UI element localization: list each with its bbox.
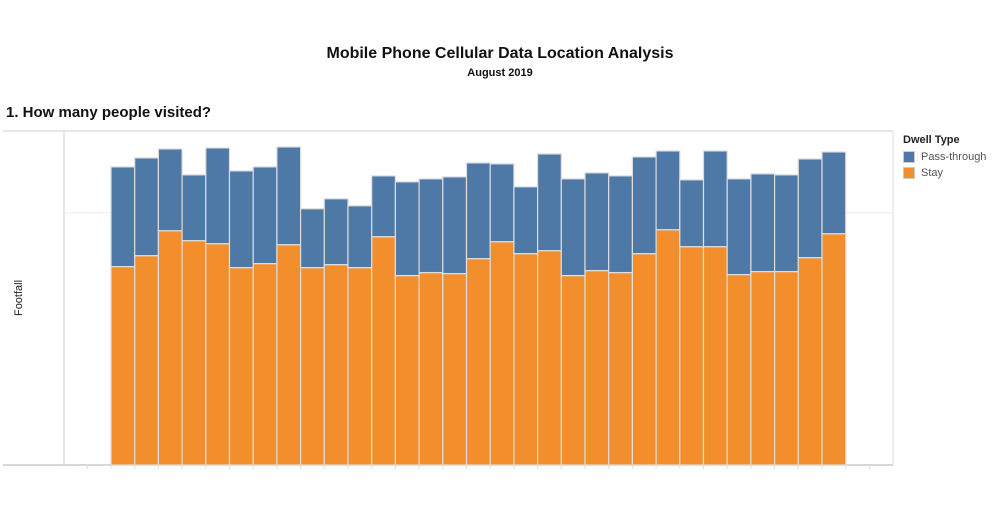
bar-pass-through-day-10 xyxy=(323,198,349,266)
bar-stay-day-3 xyxy=(157,230,183,466)
bar-stay-day-15 xyxy=(442,272,468,466)
bar-pass-through-day-24 xyxy=(655,150,681,231)
bar-stay-day-4 xyxy=(181,240,207,466)
bar-stay-day-14 xyxy=(418,271,444,466)
bar-pass-through-day-28 xyxy=(750,173,776,273)
bar-stay-day-18 xyxy=(513,253,539,466)
bar-stay-day-10 xyxy=(323,264,349,466)
bar-pass-through-day-5 xyxy=(205,147,231,245)
bar-stay-day-17 xyxy=(489,241,515,466)
chart-subtitle: August 2019 xyxy=(467,67,533,79)
chart-title: Mobile Phone Cellular Data Location Anal… xyxy=(326,45,674,62)
bar-stay-day-29 xyxy=(773,270,799,466)
bar-pass-through-day-3 xyxy=(157,148,183,232)
bar-stay-day-9 xyxy=(300,266,325,466)
bar-stay-day-21 xyxy=(584,269,610,466)
legend-label: Stay xyxy=(921,167,944,179)
bar-stay-day-5 xyxy=(205,243,231,466)
bar-pass-through-day-23 xyxy=(631,156,657,255)
bar-stay-day-7 xyxy=(252,263,278,466)
bar-stay-day-13 xyxy=(394,274,420,466)
bar-pass-through-day-4 xyxy=(181,174,207,242)
bar-stay-day-12 xyxy=(371,236,397,466)
legend: Dwell Type Pass-through Stay xyxy=(903,134,986,181)
bar-stay-day-16 xyxy=(465,258,491,466)
bar-pass-through-day-9 xyxy=(300,208,325,269)
bar-stay-day-31 xyxy=(821,233,847,466)
bar-pass-through-day-2 xyxy=(134,157,159,257)
bar-pass-through-day-17 xyxy=(489,163,515,243)
bar-stay-day-19 xyxy=(536,250,562,466)
bar-stay-day-23 xyxy=(631,253,657,466)
bar-stay-day-27 xyxy=(726,273,752,466)
bar-pass-through-day-16 xyxy=(465,162,491,260)
bar-pass-through-day-25 xyxy=(679,179,705,248)
bar-stay-day-25 xyxy=(679,246,705,466)
legend-item-stay[interactable]: Stay xyxy=(903,165,986,181)
bar-pass-through-day-14 xyxy=(418,178,444,274)
legend-label: Pass-through xyxy=(921,151,987,163)
bar-pass-through-day-19 xyxy=(536,153,562,252)
bar-pass-through-day-22 xyxy=(608,175,634,274)
bar-pass-through-day-8 xyxy=(276,146,302,246)
bar-pass-through-day-13 xyxy=(394,181,420,277)
bar-stay-day-28 xyxy=(750,270,776,466)
bar-pass-through-day-7 xyxy=(252,166,278,265)
bar-pass-through-day-18 xyxy=(513,186,539,255)
bar-pass-through-day-31 xyxy=(821,151,847,235)
bar-pass-through-day-21 xyxy=(584,172,610,272)
bar-pass-through-day-30 xyxy=(797,158,823,259)
bar-stay-day-1 xyxy=(110,265,136,466)
bar-pass-through-day-12 xyxy=(371,175,397,238)
bar-stay-day-20 xyxy=(560,274,586,466)
bar-stay-day-11 xyxy=(347,266,373,466)
bar-stay-day-6 xyxy=(228,266,254,466)
bar-pass-through-day-20 xyxy=(560,178,586,277)
bar-stay-day-30 xyxy=(797,257,823,466)
bar-pass-through-day-29 xyxy=(773,174,799,273)
legend-item-pass-through[interactable]: Pass-through xyxy=(903,149,986,165)
legend-title: Dwell Type xyxy=(903,134,960,146)
bar-pass-through-day-1 xyxy=(110,166,136,268)
y-axis-label: Footfall xyxy=(13,280,25,316)
bar-pass-through-day-15 xyxy=(442,176,468,275)
bar-pass-through-day-11 xyxy=(347,205,373,269)
bar-stay-day-22 xyxy=(608,271,634,466)
bar-pass-through-day-6 xyxy=(228,170,254,269)
bar-pass-through-day-27 xyxy=(726,178,752,276)
legend-swatch-stay xyxy=(903,167,915,179)
legend-swatch-pass-through xyxy=(903,151,915,163)
bars xyxy=(110,146,847,466)
bar-stay-day-24 xyxy=(655,229,681,466)
bar-pass-through-day-26 xyxy=(702,150,728,248)
bar-stay-day-26 xyxy=(702,246,728,466)
bar-stay-day-8 xyxy=(276,244,302,466)
bar-stay-day-2 xyxy=(134,255,159,466)
section-title: 1. How many people visited? xyxy=(6,104,212,121)
